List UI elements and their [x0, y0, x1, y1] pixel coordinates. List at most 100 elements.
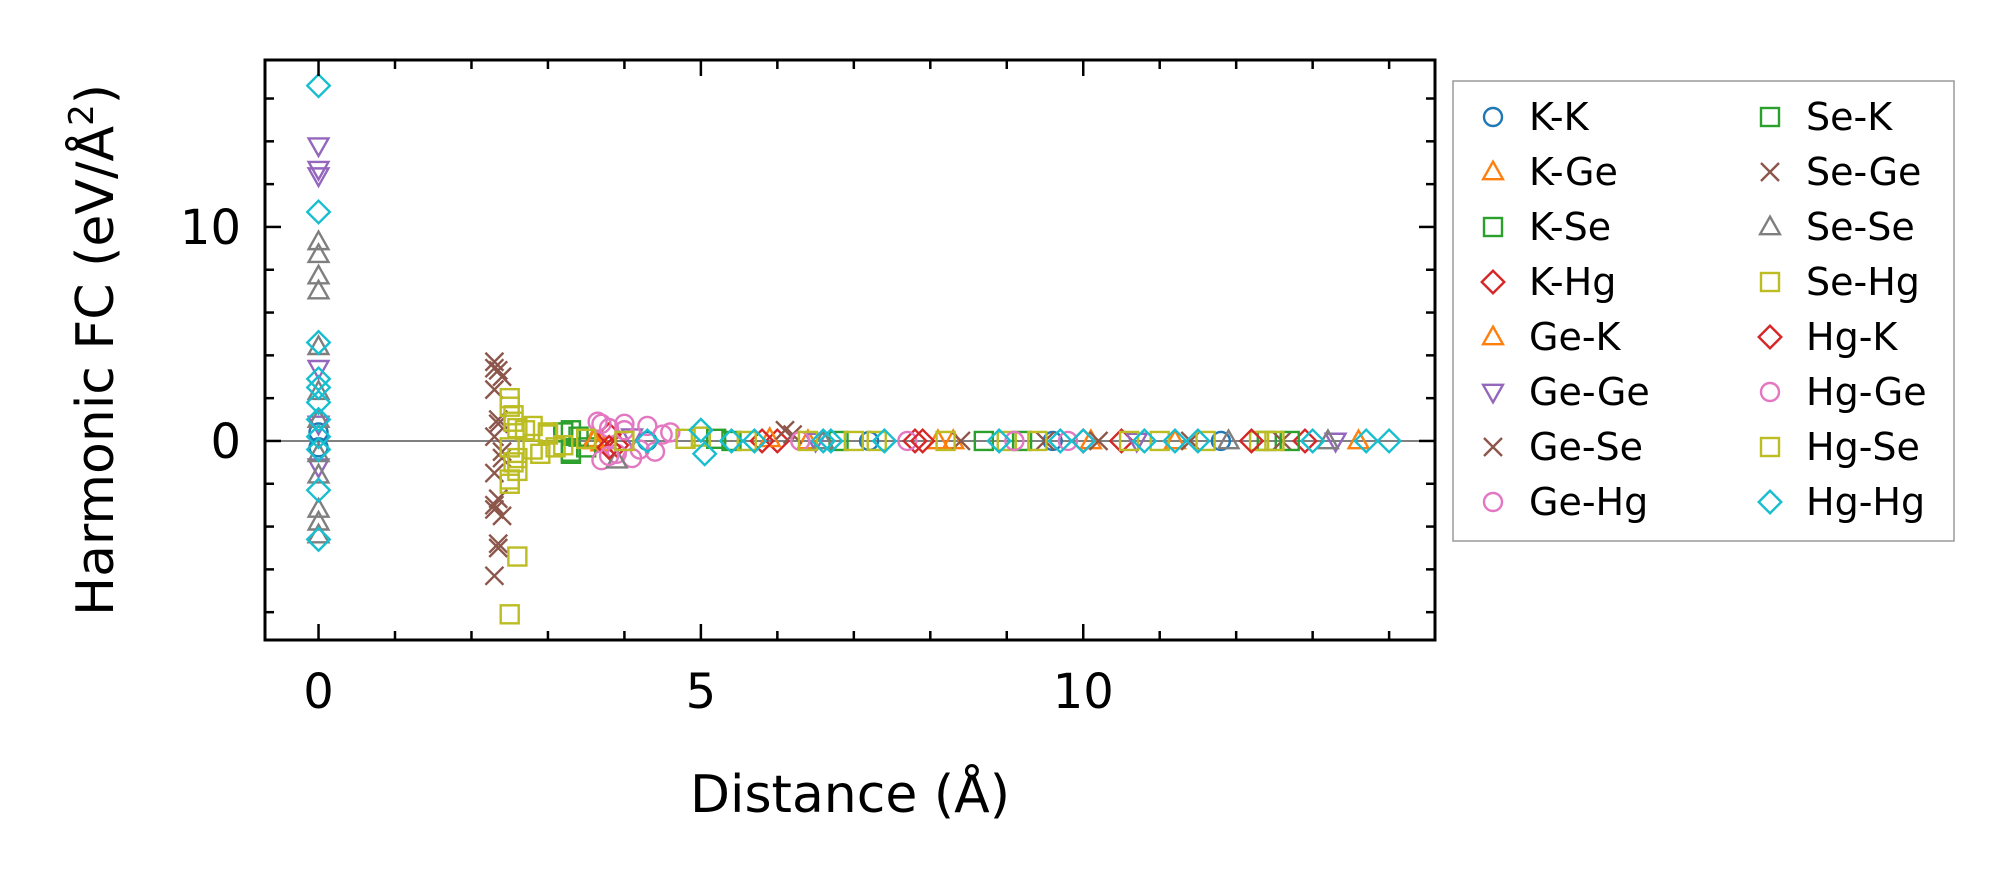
legend-marker: [1760, 162, 1780, 182]
data-point: [305, 436, 332, 463]
data-point: [305, 477, 332, 504]
data-point: [305, 199, 332, 225]
data-point: [603, 432, 630, 459]
data-point: [1035, 431, 1055, 451]
legend-entry: Se-Ge: [1760, 150, 1921, 194]
series-hg-k: [596, 428, 1265, 461]
data-point: [1353, 428, 1380, 454]
data-point: [1279, 430, 1300, 452]
data-point: [1011, 430, 1033, 452]
data-point: [306, 167, 331, 189]
data-point: [1238, 428, 1265, 454]
legend-label: Ge-Se: [1529, 425, 1643, 469]
legend-entry: Ge-Ge: [1481, 370, 1650, 414]
y-axis-label: Harmonic FC (eV/Å2): [62, 84, 126, 616]
data-point: [797, 430, 819, 452]
data-point: [935, 430, 956, 452]
data-point: [1124, 432, 1149, 454]
data-point: [488, 533, 509, 554]
legend-entry: Se-K: [1759, 95, 1893, 139]
data-point: [1376, 428, 1403, 454]
data-point: [996, 430, 1017, 452]
legend-marker: [1759, 106, 1781, 128]
data-point: [1118, 430, 1140, 452]
legend-marker: [1759, 436, 1781, 458]
data-point: [1070, 428, 1097, 454]
legend-entry: Hg-K: [1757, 315, 1898, 359]
series-se-k: [553, 422, 1300, 462]
data-point: [507, 417, 528, 439]
data-point: [1088, 431, 1109, 451]
data-markers: [305, 72, 1403, 625]
legend-entry: Hg-Hg: [1757, 480, 1925, 524]
legend-label: K-Hg: [1529, 260, 1616, 304]
data-point: [811, 428, 836, 450]
data-point: [843, 430, 865, 452]
data-point: [687, 417, 714, 444]
legend-marker: [1757, 324, 1783, 350]
data-point: [614, 420, 635, 441]
data-point: [902, 428, 928, 454]
data-point: [306, 241, 331, 264]
data-point: [866, 430, 887, 452]
series-se-se: [306, 229, 1340, 544]
legend-label: Se-Hg: [1806, 260, 1920, 304]
data-point: [553, 435, 574, 456]
data-point: [1216, 428, 1241, 450]
legend-frame: [1452, 80, 1955, 542]
axis-ticks: [265, 60, 1435, 640]
legend-marker: [1758, 214, 1782, 236]
legend-marker: [1480, 269, 1506, 295]
data-point: [1027, 430, 1048, 452]
data-point: [305, 423, 332, 450]
data-point: [637, 415, 658, 437]
data-point: [634, 428, 661, 454]
data-point: [736, 430, 757, 452]
data-point: [306, 462, 331, 484]
data-point: [305, 329, 332, 356]
legend-entry: Hg-Ge: [1759, 370, 1927, 414]
legend-label: Hg-K: [1806, 315, 1898, 359]
data-point: [545, 437, 566, 458]
data-point: [1248, 430, 1270, 452]
series-hg-se: [499, 396, 1285, 490]
data-point: [305, 389, 332, 416]
data-point: [1163, 428, 1187, 450]
data-point: [749, 428, 776, 454]
data-point: [1264, 430, 1285, 452]
legend-entry: Se-Hg: [1759, 260, 1920, 304]
data-point: [499, 437, 520, 458]
series-hg-hg: [305, 72, 1403, 553]
y-tick-label: 10: [180, 200, 241, 256]
x-axis-label: Distance (Å): [690, 763, 1010, 825]
data-point: [1004, 430, 1025, 452]
data-point: [499, 473, 520, 494]
data-point: [705, 428, 727, 450]
legend-marker: [1482, 491, 1504, 513]
data-point: [305, 374, 332, 401]
data-point: [817, 428, 844, 454]
data-point: [1323, 432, 1348, 454]
legend-label: Ge-Ge: [1529, 370, 1650, 414]
data-point: [810, 428, 837, 454]
data-point: [718, 428, 745, 454]
data-point: [306, 278, 331, 300]
data-point: [1057, 430, 1079, 452]
data-point: [560, 441, 582, 462]
data-point: [499, 469, 520, 490]
data-point: [1047, 428, 1074, 454]
data-point: [1184, 428, 1211, 454]
data-point: [306, 160, 331, 182]
legend: K-K K-Ge K-Se K-Hg Ge-K Ge-Ge Ge-Se Ge-Hg Se-K Se…: [1452, 80, 1955, 542]
data-point: [530, 443, 551, 465]
legend-entry: K-Se: [1482, 205, 1611, 249]
legend-label: Se-Ge: [1806, 150, 1921, 194]
legend-label: Ge-Hg: [1529, 480, 1648, 524]
data-point: [721, 430, 742, 452]
data-point: [909, 428, 936, 454]
legend-label: Ge-K: [1529, 315, 1622, 359]
y-axis-label-sup: 2: [62, 104, 102, 126]
legend-label: K-Se: [1529, 205, 1611, 249]
data-point: [499, 604, 520, 625]
